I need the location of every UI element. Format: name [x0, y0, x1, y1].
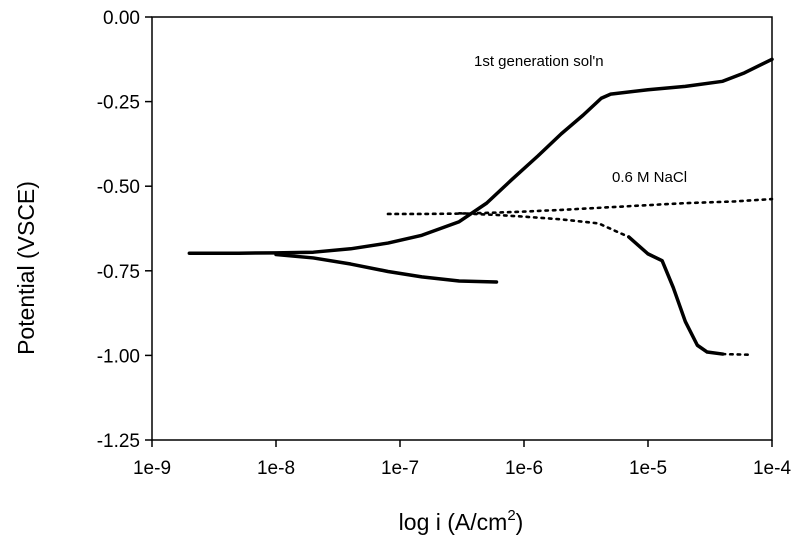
y-tick-label: -0.50	[97, 177, 140, 198]
x-axis-label-superscript: 2	[507, 507, 515, 524]
series-0-6-m-nacl-line	[457, 211, 631, 239]
x-axis-label-tail: )	[516, 509, 524, 535]
series-0-6-m-nacl-solid-branch-line	[627, 235, 725, 356]
x-tick-label: 1e-5	[629, 458, 667, 479]
y-axis-ticks: 0.00 -0.25 -0.50 -0.75 -1.00 -1.25	[97, 8, 152, 452]
series-1st-generation-sol-n-line	[187, 57, 774, 255]
y-tick-label: -1.00	[97, 346, 140, 367]
plot-area	[151, 16, 773, 441]
x-tick-label: 1e-4	[753, 458, 791, 479]
y-tick-label: -0.75	[97, 262, 140, 283]
annotation-nacl: 0.6 M NaCl	[612, 169, 687, 186]
series-0-6-m-nacl-dotted-tail-line	[721, 352, 751, 357]
x-axis-label: log i (A/cm2)	[399, 507, 524, 535]
series-layer	[187, 57, 774, 357]
y-tick-label: 0.00	[103, 8, 140, 29]
series-1st-generation-sol-n-line	[274, 252, 499, 284]
x-axis-label-main: log i (A/cm	[399, 509, 508, 535]
y-tick-label: -0.25	[97, 93, 140, 114]
series-0-6-m-nacl-line	[386, 197, 774, 216]
annotation-1st-generation: 1st generation sol'n	[474, 53, 604, 70]
x-tick-label: 1e-8	[257, 458, 295, 479]
y-tick-label: -1.25	[97, 431, 140, 452]
x-tick-label: 1e-7	[381, 458, 419, 479]
y-axis-label: Potential (VSCE)	[13, 181, 39, 355]
x-tick-label: 1e-9	[133, 458, 171, 479]
x-axis-ticks: 1e-9 1e-8 1e-7 1e-6 1e-5 1e-4	[133, 440, 791, 479]
plot-frame	[151, 16, 773, 441]
x-tick-label: 1e-6	[505, 458, 543, 479]
